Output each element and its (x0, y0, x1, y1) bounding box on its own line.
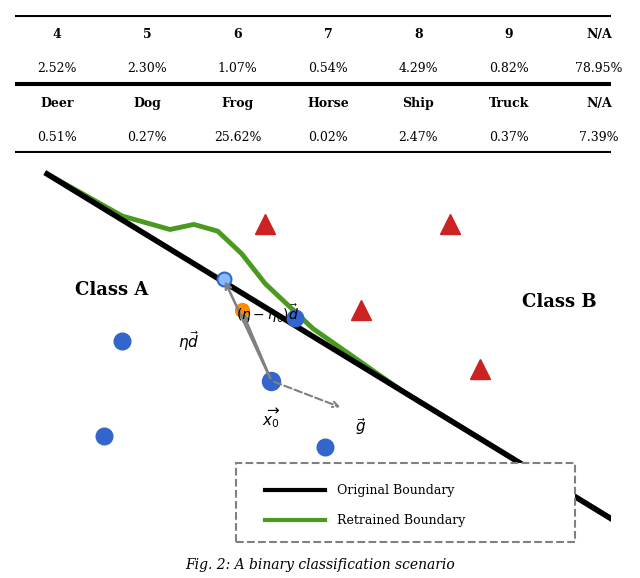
Text: 2.52%: 2.52% (37, 62, 77, 75)
Text: N/A: N/A (586, 97, 612, 110)
Text: Horse: Horse (307, 97, 349, 110)
Text: 8: 8 (414, 28, 423, 41)
Text: 0.02%: 0.02% (308, 131, 348, 144)
Text: 0.37%: 0.37% (489, 131, 529, 144)
Text: 25.62%: 25.62% (214, 131, 261, 144)
Text: 0.54%: 0.54% (308, 62, 348, 75)
Text: 5: 5 (143, 28, 152, 41)
Text: Deer: Deer (40, 97, 74, 110)
FancyBboxPatch shape (236, 463, 575, 542)
Text: 9: 9 (504, 28, 513, 41)
Text: 4.29%: 4.29% (399, 62, 438, 75)
Text: $\overrightarrow{x_0}$: $\overrightarrow{x_0}$ (262, 406, 281, 430)
Text: Truck: Truck (488, 97, 529, 110)
Text: 1.07%: 1.07% (218, 62, 257, 75)
Text: $\vec{g}$: $\vec{g}$ (355, 416, 366, 437)
Text: Ship: Ship (403, 97, 435, 110)
Text: 2.30%: 2.30% (127, 62, 167, 75)
Text: Class B: Class B (522, 293, 596, 311)
Text: 6: 6 (233, 28, 242, 41)
Text: Fig. 2: A binary classification scenario: Fig. 2: A binary classification scenario (185, 558, 455, 572)
Text: Class A: Class A (75, 281, 148, 299)
Text: N/A: N/A (586, 28, 612, 41)
Text: 7: 7 (324, 28, 332, 41)
Text: 2.47%: 2.47% (399, 131, 438, 144)
Text: Original Boundary: Original Boundary (337, 484, 454, 497)
Text: 0.51%: 0.51% (37, 131, 77, 144)
Text: $(\eta - \eta_0)\vec{d}$: $(\eta - \eta_0)\vec{d}$ (236, 303, 298, 325)
Text: Dog: Dog (133, 97, 161, 110)
Text: Retrained Boundary: Retrained Boundary (337, 514, 465, 527)
Text: 7.39%: 7.39% (579, 131, 619, 144)
Text: $\eta\vec{d}$: $\eta\vec{d}$ (179, 329, 200, 353)
Text: 0.82%: 0.82% (489, 62, 529, 75)
Text: 0.27%: 0.27% (127, 131, 167, 144)
Text: Frog: Frog (221, 97, 253, 110)
Text: 4: 4 (52, 28, 61, 41)
Text: 78.95%: 78.95% (575, 62, 623, 75)
